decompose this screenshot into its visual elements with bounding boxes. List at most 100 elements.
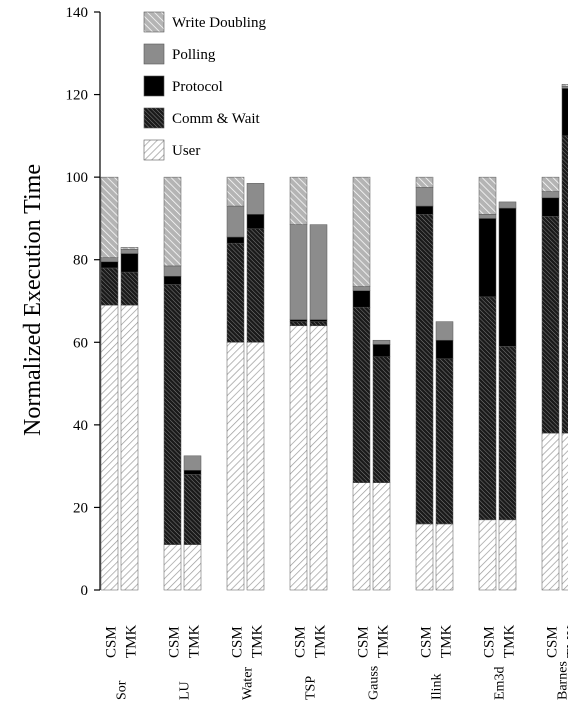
bar-segment-protocol <box>309 319 328 322</box>
bar-segment-polling <box>100 257 119 263</box>
bar-label: TMK <box>502 625 518 659</box>
bar-label: TMK <box>187 625 203 659</box>
bar-segment-write-doubling <box>226 176 245 207</box>
bar-segment-protocol <box>435 339 454 360</box>
bar-segment-write-doubling <box>289 176 308 225</box>
bar-segment-user <box>498 519 517 591</box>
bar-segment-comm-wait <box>246 228 265 343</box>
bar-segment-protocol <box>100 261 119 269</box>
bar-label: TMK <box>313 625 329 659</box>
bar-segment-polling <box>246 183 265 215</box>
bar-segment-user <box>226 342 245 591</box>
bar-segment-polling <box>289 224 308 320</box>
bar-segment-comm-wait <box>415 214 434 525</box>
y-axis-title: Normalized Execution Time <box>20 164 46 436</box>
bar-segment-user <box>541 432 560 591</box>
bar-label: TMK <box>250 625 266 659</box>
y-axis-ticks: 0 20 40 60 80 100 120 140 <box>66 5 100 599</box>
y-tick-label: 20 <box>73 500 88 516</box>
bar-label: CSM <box>482 626 498 658</box>
bar-segment-protocol <box>415 205 434 215</box>
legend-label: Polling <box>172 47 216 63</box>
bar-segment-user <box>246 342 265 591</box>
bar-segment-polling <box>352 286 371 291</box>
y-tick-label: 120 <box>66 88 89 104</box>
bar-segment-user <box>478 519 497 591</box>
bar-segment-protocol <box>183 470 202 475</box>
bar-segment-polling <box>372 339 391 345</box>
group-labels-layer: Sor LU Water TSP Gauss Ilink Em3d Barnes <box>115 661 568 700</box>
legend: Write Doubling Polling Protocol Comm & Wait… <box>143 11 266 161</box>
bar-segment-protocol <box>120 253 139 273</box>
bar-segment-polling <box>183 455 202 471</box>
bar-label: CSM <box>104 626 120 658</box>
bar-label: TMK <box>565 625 568 659</box>
legend-label: User <box>172 143 200 159</box>
bar-segment-user <box>163 544 182 591</box>
bar-segment-write-doubling <box>100 176 119 258</box>
bar-segment-comm-wait <box>309 321 328 327</box>
bar-segment-polling <box>541 191 560 199</box>
bar-segment-polling <box>309 224 328 320</box>
bar-segment-protocol <box>163 275 182 285</box>
y-tick-label: 100 <box>66 170 89 186</box>
y-tick-label: 140 <box>66 5 89 21</box>
bar-segment-write-doubling <box>541 176 560 192</box>
bar-segment-user <box>372 482 391 591</box>
legend-label: Comm & Wait <box>172 111 261 127</box>
bar-segment-protocol <box>226 236 245 244</box>
bar-segment-polling <box>561 86 568 89</box>
bar-label: TMK <box>376 625 392 659</box>
group-label: Gauss <box>367 666 382 700</box>
bar-segment-comm-wait <box>541 216 560 434</box>
bar-segment-user <box>289 325 308 591</box>
bar-label: CSM <box>167 626 183 658</box>
bar-segment-comm-wait <box>100 267 119 306</box>
bar-segment-write-doubling <box>120 247 139 250</box>
bar-label: CSM <box>356 626 372 658</box>
bar-segment-write-doubling <box>415 176 434 188</box>
bar-labels-layer: CSM TMK CSM TMK CSM TMK CSM TMK CSM TMK CSM TMK CSM T… <box>104 625 568 659</box>
bar-label: TMK <box>439 625 455 659</box>
bar-label: TMK <box>124 625 140 659</box>
bar-segment-user <box>435 523 454 591</box>
bar-segment-protocol <box>289 319 308 322</box>
bar-segment-user <box>309 325 328 591</box>
bar-segment-polling <box>435 321 454 341</box>
bar-segment-comm-wait <box>352 306 371 483</box>
bar-segment-write-doubling <box>478 176 497 215</box>
group-label: Sor <box>115 680 130 700</box>
bar-segment-comm-wait <box>498 346 517 521</box>
bar-segment-user <box>100 304 119 591</box>
bar-segment-polling <box>120 249 139 254</box>
bar-segment-user <box>183 544 202 591</box>
y-tick-label: 80 <box>73 253 88 269</box>
legend-label: Protocol <box>172 79 223 95</box>
bar-segment-comm-wait <box>372 356 391 483</box>
legend-swatch-protocol <box>143 75 165 97</box>
bar-segment-comm-wait <box>226 242 245 343</box>
bar-segment-polling <box>163 265 182 277</box>
bar-label: CSM <box>293 626 309 658</box>
y-tick-label: 60 <box>73 335 88 351</box>
legend-swatch-write-doubling <box>143 11 165 33</box>
bar-segment-user <box>120 304 139 591</box>
bar-segment-polling <box>498 201 517 209</box>
bar-label: CSM <box>545 626 561 658</box>
bar-segment-protocol <box>478 218 497 298</box>
group-label: Ilink <box>430 674 445 700</box>
bar-segment-protocol <box>246 214 265 230</box>
bar-segment-comm-wait <box>478 296 497 521</box>
y-tick-label: 0 <box>81 583 89 599</box>
bar-segment-polling <box>478 214 497 219</box>
bar-segment-protocol <box>561 88 568 137</box>
bar-segment-protocol <box>498 207 517 347</box>
bars-layer <box>100 84 568 591</box>
y-tick-label: 40 <box>73 418 88 434</box>
bar-label: CSM <box>419 626 435 658</box>
bar-segment-user <box>415 523 434 591</box>
bar-segment-comm-wait <box>289 321 308 327</box>
bar-label: CSM <box>230 626 246 658</box>
bar-segment-comm-wait <box>561 135 568 434</box>
bar-segment-protocol <box>372 344 391 357</box>
